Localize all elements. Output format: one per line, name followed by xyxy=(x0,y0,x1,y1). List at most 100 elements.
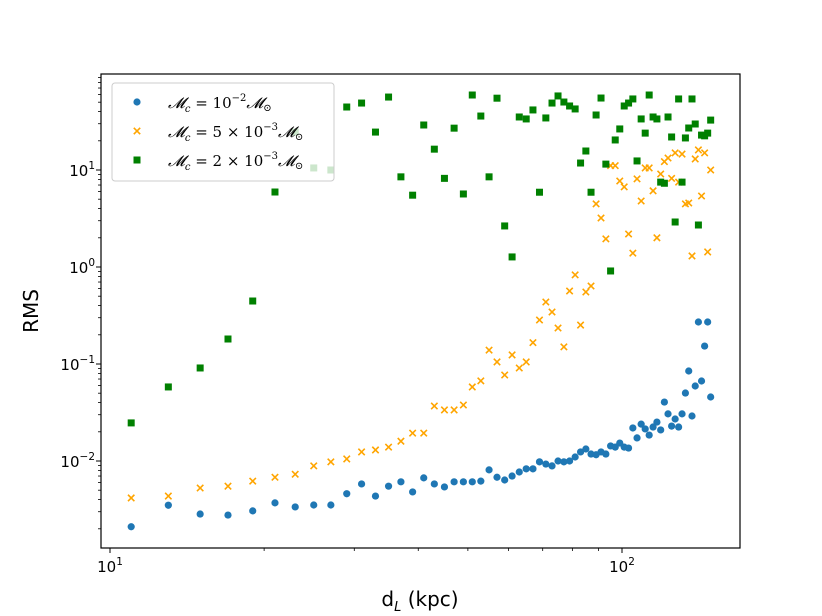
data-point-circle xyxy=(685,367,693,375)
data-point-square xyxy=(688,95,696,103)
data-point-circle xyxy=(675,423,683,431)
series-1 xyxy=(127,318,715,531)
data-point-x xyxy=(645,164,653,172)
data-point-x xyxy=(678,150,686,158)
data-point-x xyxy=(697,192,706,200)
data-point-square xyxy=(249,297,257,305)
data-point-circle xyxy=(678,410,686,418)
data-point-x xyxy=(565,287,574,295)
data-point-square xyxy=(704,129,712,137)
data-point-circle xyxy=(660,398,668,406)
legend-label-series-2: 𝓜c = 5 × 10−3𝓜⊙ xyxy=(168,122,303,144)
data-point-x xyxy=(706,166,715,174)
data-point-x xyxy=(700,149,709,157)
data-point-square xyxy=(616,125,624,133)
data-point-square xyxy=(633,157,641,165)
data-point-x xyxy=(500,371,509,379)
data-point-square xyxy=(668,133,676,141)
data-point-x xyxy=(485,346,493,354)
data-point-square xyxy=(671,218,679,226)
data-point-x xyxy=(688,252,696,260)
data-point-square xyxy=(691,120,699,128)
data-point-x xyxy=(611,161,619,170)
data-point-circle xyxy=(653,418,661,426)
data-point-square xyxy=(566,102,574,110)
data-point-square xyxy=(409,191,417,199)
data-point-square xyxy=(675,95,683,103)
data-point-x xyxy=(196,484,204,492)
data-point-circle xyxy=(501,476,509,484)
data-point-circle xyxy=(384,482,393,490)
data-point-x xyxy=(560,343,568,351)
data-point-x xyxy=(582,288,590,296)
data-point-x xyxy=(529,338,537,347)
data-point-square xyxy=(645,91,653,99)
data-point-square xyxy=(515,113,523,121)
data-point-circle xyxy=(691,382,699,390)
data-point-x xyxy=(127,494,135,502)
x-tick-label-100: 102 xyxy=(609,556,635,576)
axes-frame xyxy=(100,73,741,549)
data-point-square xyxy=(685,124,693,132)
data-point-circle xyxy=(560,458,568,466)
data-point-circle xyxy=(688,412,696,420)
data-point-circle xyxy=(542,460,550,468)
data-point-square xyxy=(694,221,702,229)
data-point-square xyxy=(681,134,689,142)
data-point-square xyxy=(637,115,645,123)
data-point-circle xyxy=(681,389,690,397)
data-point-circle xyxy=(249,507,257,515)
data-point-circle xyxy=(430,480,438,488)
data-point-square xyxy=(529,106,537,114)
data-point-circle xyxy=(224,511,232,519)
data-point-circle xyxy=(641,425,649,433)
data-point-circle xyxy=(637,420,645,428)
data-point-square xyxy=(196,364,204,372)
data-point-circle xyxy=(291,503,299,511)
data-point-square xyxy=(660,179,668,187)
data-point-square xyxy=(501,222,509,230)
data-point-x xyxy=(419,429,428,437)
data-point-circle xyxy=(704,318,712,326)
data-point-circle xyxy=(477,477,485,485)
data-point-circle xyxy=(310,501,318,509)
data-point-x xyxy=(554,324,562,332)
data-point-x xyxy=(587,282,595,290)
data-point-circle xyxy=(127,523,135,531)
data-point-x xyxy=(357,448,366,456)
data-point-square xyxy=(611,136,619,144)
data-point-circle xyxy=(707,393,715,401)
data-point-x xyxy=(576,321,585,329)
data-point-x xyxy=(615,177,624,185)
y-axis-label: RMS xyxy=(19,289,43,333)
data-point-square xyxy=(371,128,379,136)
data-point-circle xyxy=(515,468,523,476)
data-point-circle xyxy=(271,499,279,507)
data-point-x xyxy=(649,187,657,195)
data-point-circle xyxy=(357,480,366,488)
data-point-circle xyxy=(571,453,579,461)
data-point-square xyxy=(554,92,562,100)
legend-marker-x xyxy=(133,127,141,135)
data-point-circle xyxy=(196,510,204,518)
data-point-x xyxy=(535,316,544,324)
data-point-x xyxy=(656,170,665,178)
data-point-circle xyxy=(397,478,405,486)
data-point-square xyxy=(629,95,637,103)
data-point-circle xyxy=(371,492,380,500)
data-point-x xyxy=(309,462,318,470)
data-point-x xyxy=(508,351,516,359)
data-point-circle xyxy=(701,342,709,350)
data-point-circle xyxy=(535,458,544,466)
x-axis-label: dL (kpc) xyxy=(381,587,458,615)
data-point-x xyxy=(327,458,335,466)
data-point-x xyxy=(493,358,501,366)
data-point-circle xyxy=(485,466,493,474)
y-tick-label-1: 100 xyxy=(69,257,95,277)
data-point-x xyxy=(450,406,458,414)
data-point-circle xyxy=(493,473,501,481)
data-point-x xyxy=(629,249,637,257)
data-point-x xyxy=(291,470,299,479)
data-point-square xyxy=(649,113,657,121)
data-point-square xyxy=(602,160,610,168)
